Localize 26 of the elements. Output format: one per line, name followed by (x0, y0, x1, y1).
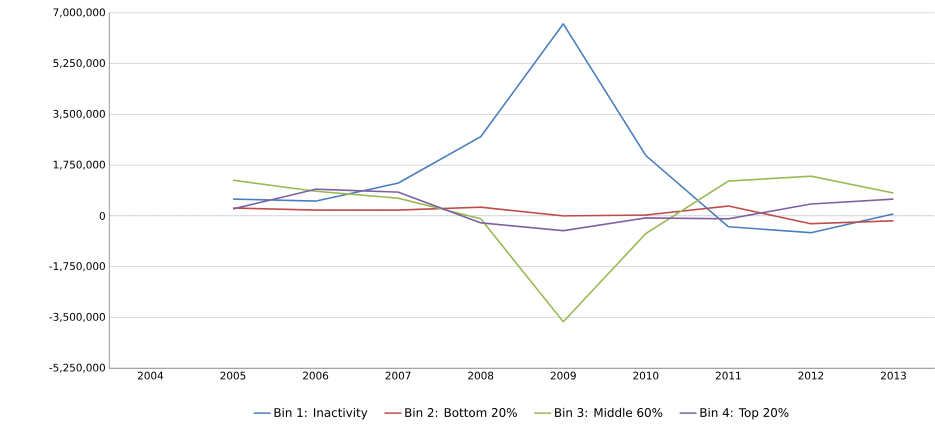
x-tick-label: 2005 (220, 372, 246, 380)
x-tick-label: 2006 (303, 372, 328, 380)
y-tick-label: 0 (100, 212, 105, 220)
y-tick-label: -1,750,000 (49, 262, 105, 272)
y-tick-label: 1,750,000 (54, 160, 105, 170)
x-tick-label: 2004 (138, 372, 164, 380)
y-tick-label: 5,250,000 (53, 59, 105, 68)
legend-label: Bin 2: Bottom 20% (405, 408, 517, 418)
y-tick-label: 3,500,000 (53, 110, 105, 120)
x-tick-label: 2012 (798, 372, 824, 380)
y-tick-label: 7,000,000 (53, 8, 105, 18)
legend-label: Bin 3: Middle 60% (555, 408, 662, 418)
x-tick-label: 2009 (550, 372, 576, 380)
legend-label: Bin 4: Top 20% (700, 408, 788, 420)
x-tick-label: 2008 (468, 372, 494, 380)
y-tick-label: -3,500,000 (49, 313, 105, 322)
x-tick-label: 2011 (716, 372, 741, 380)
x-tick-label: 2010 (633, 372, 658, 380)
x-tick-label: 2013 (881, 372, 906, 380)
line-series (232, 188, 894, 232)
line-series (232, 23, 894, 234)
line-series (232, 176, 894, 323)
y-tick-label: -5,250,000 (49, 364, 105, 373)
legend-label: Bin 1: Inactivity (274, 408, 368, 420)
line-series (232, 205, 894, 225)
x-tick-label: 2007 (386, 372, 410, 380)
